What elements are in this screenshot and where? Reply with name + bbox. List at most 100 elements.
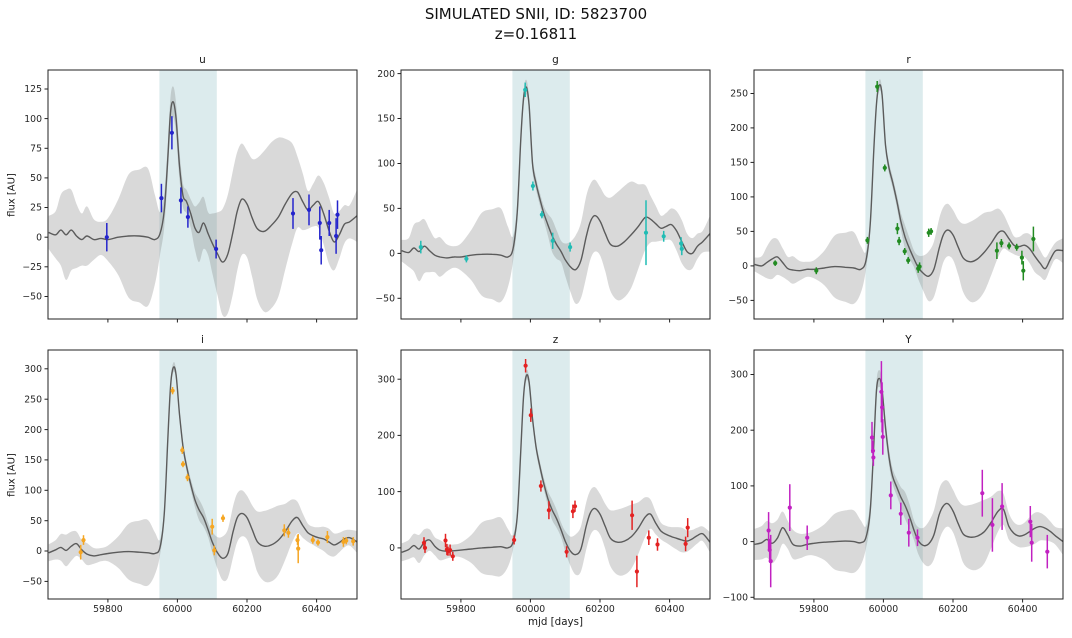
axes-frame [753, 69, 1064, 320]
data-point [773, 261, 778, 266]
data-point [539, 212, 545, 217]
data-point [634, 569, 640, 574]
y-tick-label: 200 [377, 69, 395, 80]
x-tick-label: 59800 [93, 604, 123, 615]
data-point [511, 537, 517, 543]
y-tick-label: 0 [36, 232, 42, 243]
axes-frame [47, 69, 358, 320]
data-point [572, 504, 578, 509]
data-point [917, 264, 922, 269]
data-point [1031, 236, 1036, 242]
panel-Y: 59800 60000 60200 60400 −100 0 100 200 300 [722, 349, 1064, 615]
data-point [185, 475, 190, 480]
panel-title-u: u [199, 54, 206, 66]
y-tick-label: 100 [24, 114, 42, 125]
data-point [646, 535, 651, 540]
data-point [568, 245, 573, 250]
data-point [994, 248, 1000, 253]
data-point [310, 538, 315, 543]
y-tick-label: 250 [24, 394, 42, 405]
figure-title-line1: SIMULATED SNII, ID: 5823700 [424, 5, 648, 23]
data-point [81, 538, 86, 543]
gp-mean-line [754, 377, 1063, 547]
data-point [448, 548, 453, 553]
data-point [464, 256, 469, 261]
data-point [1019, 255, 1024, 260]
data-point [875, 84, 880, 89]
panel-z: 59800 60000 60200 60400 0 100 200 300 [377, 349, 711, 615]
data-point [422, 545, 428, 551]
gp-mean-line [401, 86, 710, 271]
panel-title-i: i [201, 334, 204, 346]
y-tick-label: 150 [730, 158, 748, 169]
highlight-window [865, 350, 923, 599]
data-point [897, 239, 902, 244]
x-tick-label: 60000 [869, 604, 899, 615]
y-tick-label: 200 [377, 431, 395, 442]
data-point [980, 491, 985, 496]
data-point [214, 246, 219, 252]
panel-g: −50 0 50 100 150 200 [375, 69, 711, 323]
axes-frame [47, 349, 358, 600]
plot-area [754, 70, 1063, 319]
axes-frame [400, 69, 711, 320]
data-point [865, 238, 870, 243]
gp-uncertainty-band [754, 79, 1063, 305]
data-point [550, 238, 555, 243]
data-point [902, 249, 907, 254]
x-tick-label: 60200 [585, 604, 615, 615]
y-tick-label: 300 [730, 370, 748, 381]
plot-area [401, 350, 710, 599]
data-point [530, 183, 536, 189]
data-point [570, 509, 576, 514]
gp-uncertainty-band [401, 79, 710, 304]
gp-uncertainty-band [48, 86, 357, 317]
x-tick-label: 60200 [938, 604, 968, 615]
data-point [898, 511, 903, 516]
panel-r: −50 0 50 100 150 200 250 [728, 69, 1064, 323]
y-tick-label: 50 [736, 227, 748, 238]
data-point [528, 413, 533, 418]
data-point [170, 388, 175, 393]
data-point [296, 546, 301, 551]
y-tick-label: 100 [730, 481, 748, 492]
y-tick-label: 75 [30, 144, 42, 155]
data-point [325, 535, 330, 540]
observations-Y [766, 361, 1050, 588]
data-point [906, 258, 911, 263]
data-point [915, 535, 920, 540]
observations-g [418, 82, 684, 266]
data-point [1029, 540, 1034, 545]
x-tick-label: 60400 [1008, 604, 1038, 615]
panel-title-g: g [552, 54, 559, 66]
data-point [1007, 243, 1012, 248]
data-point [685, 525, 690, 530]
plot-area [48, 70, 357, 319]
x-axis-label: mjd [days] [527, 616, 584, 628]
data-point [655, 542, 660, 547]
y-tick-label: 0 [389, 543, 395, 554]
data-point [805, 535, 810, 540]
data-point [523, 87, 528, 92]
y-tick-label: 25 [30, 203, 42, 214]
observations-u [104, 116, 340, 265]
y-tick-label: 100 [377, 159, 395, 170]
y-tick-label: −50 [22, 292, 42, 303]
data-point [418, 245, 423, 250]
x-tick-label: 60000 [163, 604, 193, 615]
data-point [679, 246, 684, 251]
data-point [630, 513, 635, 518]
plot-area [754, 350, 1063, 599]
data-point [643, 230, 649, 235]
y-tick-label: 50 [383, 204, 395, 215]
y-tick-label: −50 [728, 296, 748, 307]
y-tick-label: 200 [24, 425, 42, 436]
gp-mean-line [401, 374, 710, 556]
y-tick-label: 100 [377, 487, 395, 498]
axes-frame [400, 349, 711, 600]
data-point [683, 541, 688, 547]
data-point [178, 198, 183, 203]
y-tick-label: 200 [730, 123, 748, 134]
